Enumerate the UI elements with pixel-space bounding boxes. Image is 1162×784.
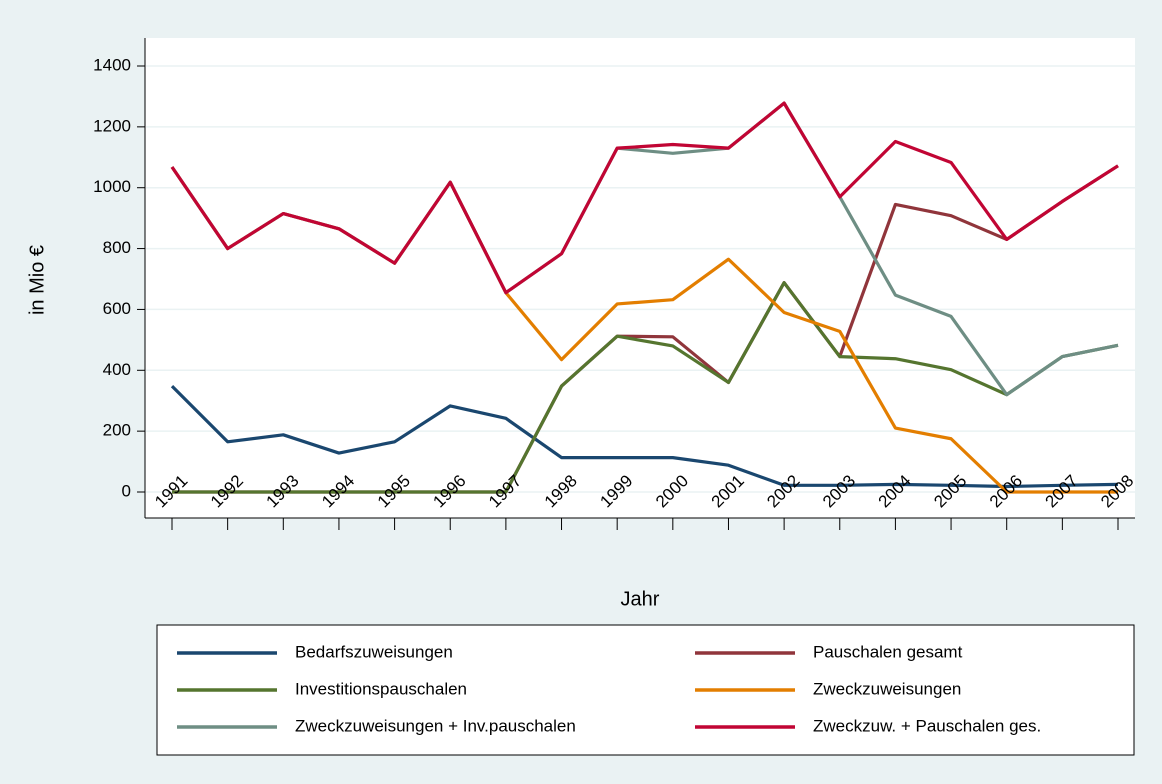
y-tick-label: 1200 bbox=[93, 116, 131, 135]
y-tick-label: 0 bbox=[122, 481, 131, 500]
legend-label: Pauschalen gesamt bbox=[813, 642, 963, 661]
x-axis-title: Jahr bbox=[621, 588, 660, 610]
series-line bbox=[170, 101, 1119, 295]
y-tick-label: 1400 bbox=[93, 55, 131, 74]
legend-label: Investitionspauschalen bbox=[295, 679, 467, 698]
y-tick-label: 200 bbox=[103, 421, 131, 440]
y-tick-label: 600 bbox=[103, 299, 131, 318]
legend-label: Zweckzuw. + Pauschalen ges. bbox=[813, 716, 1041, 735]
plot-area bbox=[145, 38, 1135, 518]
y-tick-label: 800 bbox=[103, 238, 131, 257]
y-axis-title: in Mio € bbox=[26, 245, 48, 315]
series-line bbox=[170, 384, 1119, 489]
legend-label: Zweckzuweisungen + Inv.pauschalen bbox=[295, 716, 576, 735]
legend-label: Zweckzuweisungen bbox=[813, 679, 961, 698]
legend-box bbox=[156, 624, 1135, 756]
legend-label: Bedarfszuweisungen bbox=[295, 642, 453, 661]
series-line bbox=[172, 281, 1119, 494]
y-tick-label: 400 bbox=[103, 360, 131, 379]
y-tick-label: 1000 bbox=[93, 177, 131, 196]
